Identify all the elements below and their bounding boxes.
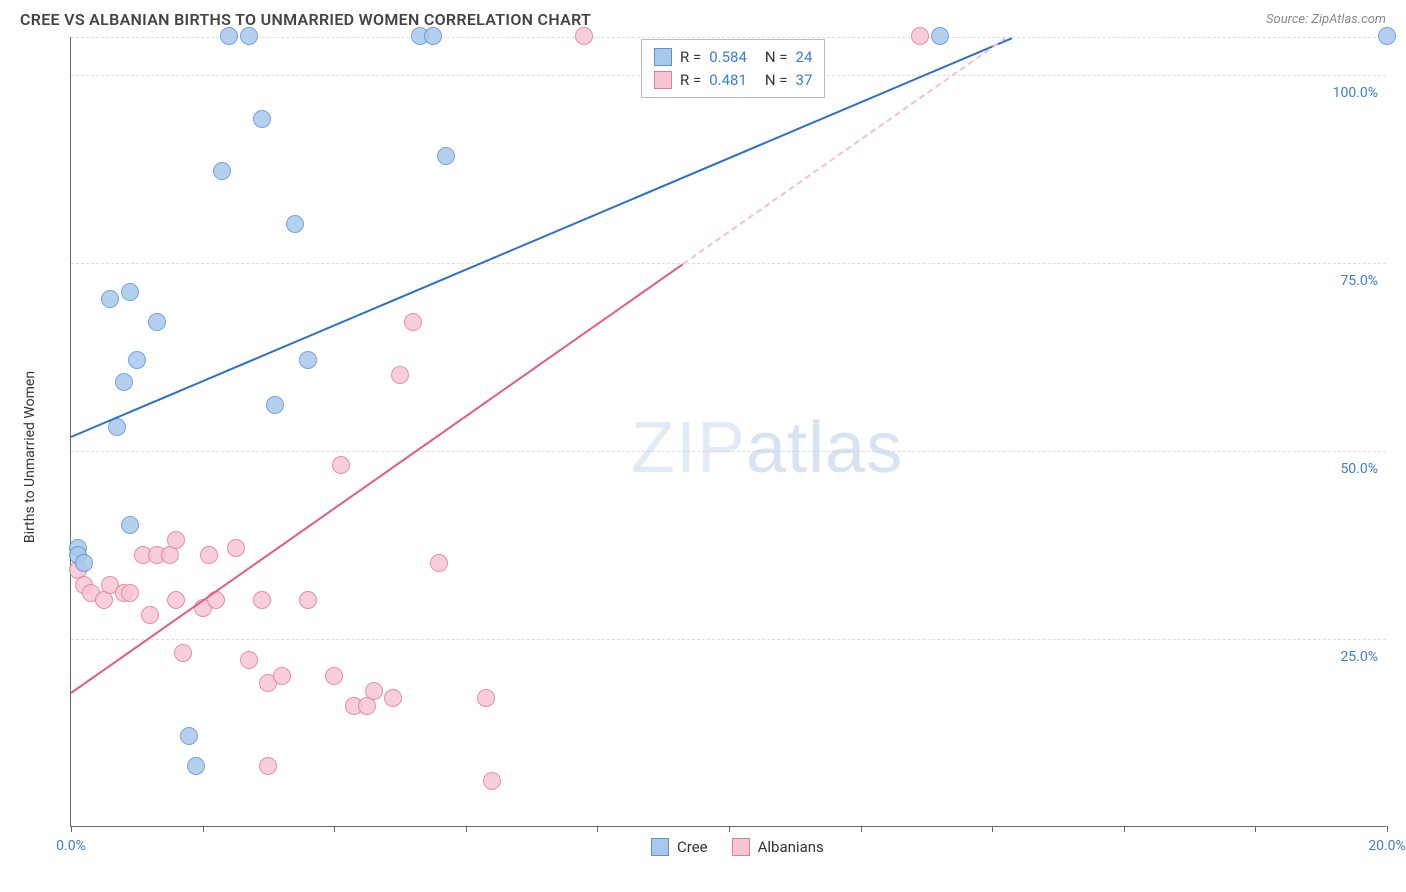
x-tick-label: 20.0%: [1368, 838, 1406, 854]
chart-container: Births to Unmarried Women 25.0% 50.0% 75.0…: [20, 37, 1386, 877]
stats-legend-row: R = 0.584 N = 24: [654, 46, 812, 69]
data-point: [273, 667, 291, 685]
x-tick-mark: [861, 826, 862, 832]
data-point: [121, 584, 139, 602]
x-tick-mark: [466, 826, 467, 832]
data-point: [180, 727, 198, 745]
gridline: [71, 639, 1386, 640]
stats-legend: R = 0.584 N = 24 R = 0.481 N = 37: [641, 39, 825, 98]
series-legend: Cree Albanians: [651, 838, 824, 856]
data-point: [437, 147, 455, 165]
r-value: 0.481: [709, 69, 747, 92]
legend-swatch: [732, 838, 750, 856]
data-point: [430, 554, 448, 572]
x-tick-mark: [1124, 826, 1125, 832]
data-point: [477, 689, 495, 707]
legend-swatch: [654, 71, 672, 89]
data-point: [266, 396, 284, 414]
data-point: [253, 591, 271, 609]
data-point: [931, 27, 949, 45]
n-label: N =: [765, 69, 788, 92]
plot-area: 25.0%50.0%75.0%100.0%0.0%20.0%ZIPatlasR …: [70, 37, 1386, 827]
y-axis-label: Births to Unmarried Women: [22, 371, 38, 543]
data-point: [483, 772, 501, 790]
data-point: [424, 27, 442, 45]
data-point: [299, 591, 317, 609]
x-tick-mark: [1255, 826, 1256, 832]
data-point: [404, 313, 422, 331]
data-point: [299, 351, 317, 369]
source-label: Source: ZipAtlas.com: [1266, 12, 1386, 27]
x-tick-mark: [597, 826, 598, 832]
data-point: [115, 373, 133, 391]
watermark: ZIPatlas: [631, 407, 903, 489]
r-value: 0.584: [709, 46, 747, 69]
data-point: [332, 456, 350, 474]
chart-title: CREE VS ALBANIAN BIRTHS TO UNMARRIED WOM…: [20, 10, 591, 29]
data-point: [253, 110, 271, 128]
data-point: [213, 162, 231, 180]
data-point: [227, 539, 245, 557]
n-label: N =: [765, 46, 788, 69]
series-legend-item: Cree: [651, 838, 708, 856]
data-point: [1378, 27, 1396, 45]
n-value: 37: [796, 69, 813, 92]
data-point: [148, 313, 166, 331]
data-point: [365, 682, 383, 700]
r-label: R =: [680, 46, 701, 69]
gridline: [71, 451, 1386, 452]
data-point: [141, 606, 159, 624]
data-point: [384, 689, 402, 707]
y-tick-label: 75.0%: [1340, 273, 1378, 289]
data-point: [128, 351, 146, 369]
data-point: [174, 644, 192, 662]
series-name: Albanians: [758, 838, 824, 856]
data-point: [220, 27, 238, 45]
n-value: 24: [796, 46, 813, 69]
data-point: [200, 546, 218, 564]
data-point: [391, 366, 409, 384]
data-point: [75, 554, 93, 572]
data-point: [240, 27, 258, 45]
y-tick-label: 50.0%: [1340, 461, 1378, 477]
data-point: [167, 531, 185, 549]
legend-swatch: [651, 838, 669, 856]
series-legend-item: Albanians: [732, 838, 824, 856]
x-tick-mark: [334, 826, 335, 832]
stats-legend-row: R = 0.481 N = 37: [654, 69, 812, 92]
data-point: [187, 757, 205, 775]
data-point: [575, 27, 593, 45]
r-label: R =: [680, 69, 701, 92]
data-point: [121, 283, 139, 301]
gridline: [71, 263, 1386, 264]
data-point: [259, 757, 277, 775]
data-point: [101, 290, 119, 308]
x-tick-mark: [1387, 826, 1388, 832]
x-tick-label: 0.0%: [56, 838, 86, 854]
y-tick-label: 25.0%: [1340, 649, 1378, 665]
x-tick-mark: [203, 826, 204, 832]
data-point: [286, 215, 304, 233]
data-point: [325, 667, 343, 685]
legend-swatch: [654, 48, 672, 66]
x-tick-mark: [729, 826, 730, 832]
data-point: [911, 27, 929, 45]
data-point: [167, 591, 185, 609]
series-name: Cree: [677, 838, 708, 856]
trend-line: [71, 37, 1013, 438]
data-point: [240, 651, 258, 669]
x-tick-mark: [992, 826, 993, 832]
y-tick-label: 100.0%: [1333, 85, 1378, 101]
x-tick-mark: [71, 826, 72, 832]
data-point: [121, 516, 139, 534]
gridline: [71, 37, 1386, 38]
